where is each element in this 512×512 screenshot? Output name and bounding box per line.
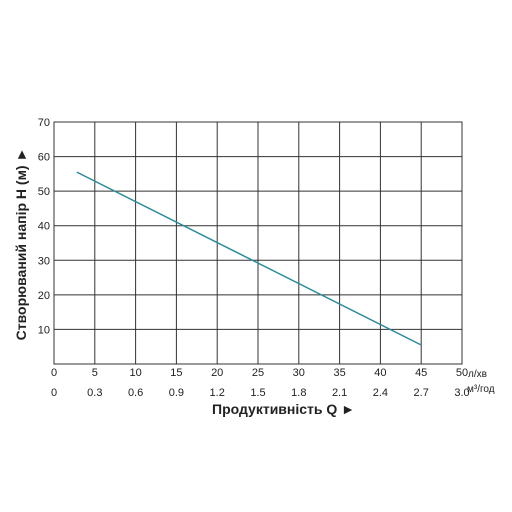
y-tick-label: 60 xyxy=(38,152,50,164)
x-unit-secondary: м³/год xyxy=(467,384,495,395)
y-axis-title: Створюваний напір H (м) ► xyxy=(13,148,29,341)
x-tick-label-primary: 20 xyxy=(211,367,223,379)
y-tick-label: 40 xyxy=(38,221,50,233)
x-tick-label-primary: 40 xyxy=(374,367,386,379)
x-tick-label-primary: 5 xyxy=(92,367,98,379)
y-tick-labels: 10 20 30 40 50 60 70 xyxy=(38,117,50,336)
series-group xyxy=(76,171,422,346)
y-tick-label: 70 xyxy=(38,117,50,129)
x-tick-label-secondary: 1.2 xyxy=(210,387,225,399)
x-tick-labels-primary: 0 5 10 15 20 25 30 35 40 45 50 xyxy=(51,367,468,379)
grid xyxy=(54,122,462,364)
x-tick-label-primary: 15 xyxy=(170,367,182,379)
x-tick-label-secondary: 0.9 xyxy=(169,387,184,399)
x-tick-label-secondary: 3.0 xyxy=(454,387,469,399)
x-tick-label-primary: 25 xyxy=(252,367,264,379)
y-tick-label: 20 xyxy=(38,290,50,302)
x-tick-label-secondary: 0.6 xyxy=(128,387,143,399)
x-tick-label-primary: 45 xyxy=(415,367,427,379)
x-tick-label-primary: 50 xyxy=(456,367,468,379)
y-tick-label: 50 xyxy=(38,186,50,198)
x-tick-label-primary: 35 xyxy=(333,367,345,379)
x-tick-label-secondary: 0 xyxy=(51,387,57,399)
x-unit-primary: л/хв xyxy=(468,369,487,380)
x-tick-label-secondary: 1.8 xyxy=(291,387,306,399)
x-tick-label-secondary: 2.7 xyxy=(414,387,429,399)
x-tick-label-primary: 30 xyxy=(293,367,305,379)
x-tick-label-secondary: 1.5 xyxy=(250,387,265,399)
y-tick-label: 10 xyxy=(38,324,50,336)
x-tick-label-primary: 0 xyxy=(51,367,57,379)
x-tick-labels-secondary: 0 0.3 0.6 0.9 1.2 1.5 1.8 2.1 2.4 2.7 3.0 xyxy=(51,387,470,399)
x-tick-label-primary: 10 xyxy=(129,367,141,379)
x-tick-label-secondary: 2.1 xyxy=(332,387,347,399)
x-tick-label-secondary: 0.3 xyxy=(87,387,102,399)
x-axis-title: Продуктивність Q ► xyxy=(212,401,355,417)
y-tick-label: 30 xyxy=(38,255,50,267)
series-line xyxy=(76,171,422,346)
x-tick-label-secondary: 2.4 xyxy=(373,387,388,399)
